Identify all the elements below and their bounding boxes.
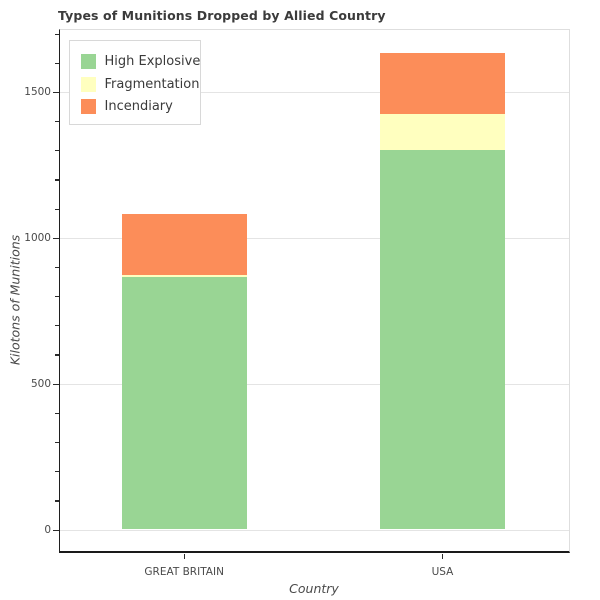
y-minor-tick [55, 500, 59, 502]
y-tick-label: 1500 [24, 85, 51, 98]
y-major-tick [53, 91, 59, 94]
x-tick [442, 553, 444, 559]
legend: High Explosive Fragmentation Incendiary [69, 40, 201, 125]
legend-item-high-explosive: High Explosive [80, 54, 201, 69]
y-minor-tick [55, 266, 59, 269]
legend-label-high-explosive: High Explosive [104, 54, 201, 69]
x-tick-label: USA [431, 566, 454, 578]
y-minor-tick [55, 33, 59, 35]
x-tick [183, 553, 185, 559]
bar-segment [121, 214, 247, 275]
y-minor-tick [55, 325, 59, 327]
y-major-tick [53, 529, 59, 531]
gridline [60, 529, 569, 531]
y-tick-label: 0 [44, 523, 51, 536]
y-minor-tick [55, 62, 59, 64]
bar-segment [380, 150, 505, 530]
y-minor-tick [55, 296, 59, 298]
y-minor-tick [55, 441, 59, 444]
plot-area [59, 29, 570, 553]
y-major-tick [53, 237, 59, 239]
y-minor-tick [55, 471, 59, 473]
y-minor-tick [55, 121, 59, 123]
legend-swatch-incendiary-icon [80, 99, 96, 114]
gridline [60, 383, 569, 385]
bar-segment [121, 276, 247, 530]
x-tick-label: GREAT BRITAIN [144, 566, 224, 578]
chart-title: Types of Munitions Dropped by Allied Cou… [58, 8, 386, 23]
legend-swatch-high-explosive-icon [80, 54, 96, 69]
y-minor-tick [55, 208, 59, 210]
legend-item-incendiary: Incendiary [80, 99, 201, 114]
y-minor-tick [55, 179, 59, 181]
bar-segment [121, 274, 247, 277]
y-major-tick [53, 383, 59, 385]
y-minor-tick [55, 354, 59, 356]
legend-label-incendiary: Incendiary [104, 99, 173, 114]
legend-label-fragmentation: Fragmentation [104, 76, 200, 92]
y-minor-tick [55, 150, 59, 152]
legend-item-fragmentation: Fragmentation [80, 76, 201, 92]
y-tick-label: 500 [30, 377, 51, 390]
gridline [60, 91, 569, 93]
legend-swatch-fragmentation-icon [80, 76, 96, 92]
y-tick-label: 1000 [24, 231, 51, 244]
bar-segment [380, 114, 505, 151]
y-axis-title: Kilotons of Munitions [7, 234, 23, 366]
gridline [60, 237, 569, 239]
y-minor-tick [55, 412, 59, 414]
bar-segment [380, 52, 505, 115]
x-axis-title: Country [289, 581, 339, 596]
